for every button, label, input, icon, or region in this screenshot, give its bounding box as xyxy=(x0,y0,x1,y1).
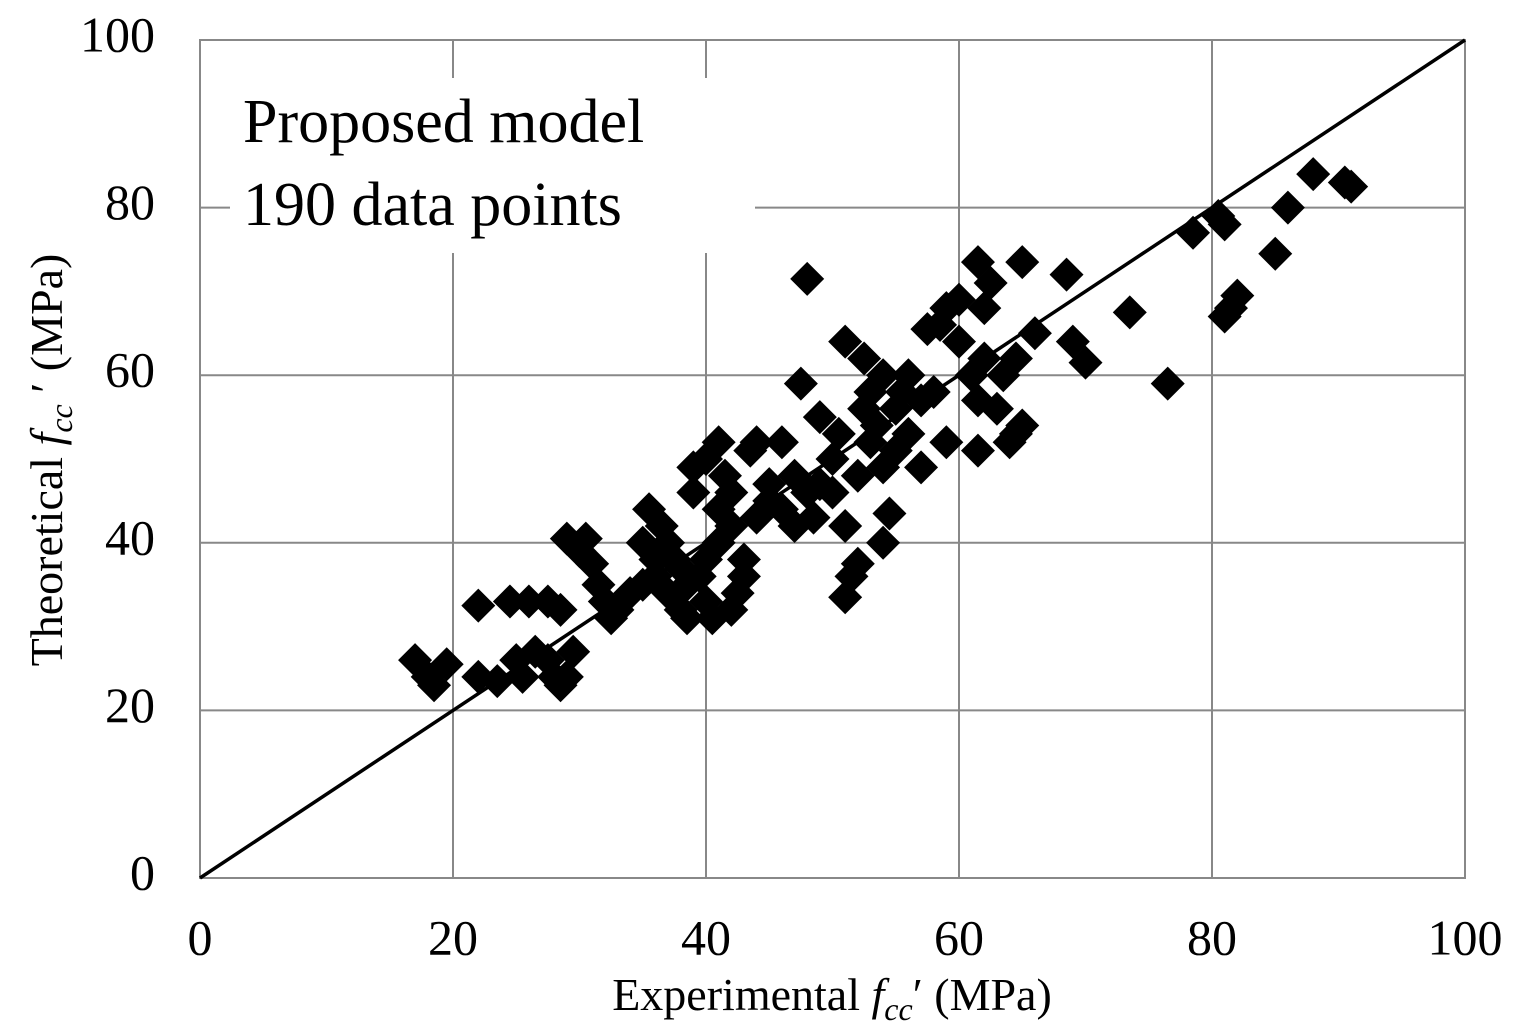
data-point xyxy=(891,416,926,451)
data-point xyxy=(739,425,774,460)
label-text: Theoretical xyxy=(21,445,72,666)
data-point xyxy=(676,475,711,510)
data-point xyxy=(1150,366,1185,401)
annotation: 190 data points xyxy=(243,171,622,239)
data-point xyxy=(1112,295,1147,330)
data-point xyxy=(1258,236,1293,271)
y-tick-label: 20 xyxy=(105,677,155,733)
data-point xyxy=(714,509,749,544)
data-point xyxy=(802,400,837,435)
data-point xyxy=(821,416,856,451)
data-point xyxy=(1334,169,1369,204)
data-point xyxy=(1049,257,1084,292)
y-tick-label: 100 xyxy=(80,6,155,62)
data-point xyxy=(866,358,901,393)
x-tick-label: 80 xyxy=(1187,909,1237,965)
data-point xyxy=(1017,316,1052,351)
data-point xyxy=(480,664,515,699)
data-point xyxy=(701,425,736,460)
data-point xyxy=(998,341,1033,376)
annotation-box xyxy=(230,78,755,253)
label-text: ′ (MPa) xyxy=(21,254,72,405)
data-point xyxy=(872,496,907,531)
x-tick-label: 0 xyxy=(188,909,213,965)
x-tick-label: 100 xyxy=(1428,909,1503,965)
data-point xyxy=(967,341,1002,376)
data-point xyxy=(1296,157,1331,192)
label-sub: cc xyxy=(884,991,912,1027)
data-point xyxy=(929,425,964,460)
data-point xyxy=(511,584,546,619)
data-point xyxy=(543,592,578,627)
data-point xyxy=(942,324,976,359)
data-point xyxy=(1005,245,1040,280)
marks xyxy=(199,38,1466,880)
data-point xyxy=(556,634,591,669)
data-point xyxy=(847,341,882,376)
x-tick-label: 40 xyxy=(681,909,731,965)
data-point xyxy=(815,475,850,510)
data-point xyxy=(828,509,863,544)
data-point xyxy=(461,588,496,623)
label-text: Experimental xyxy=(612,969,871,1020)
label-sub: cc xyxy=(43,404,79,432)
y-tick-label: 0 xyxy=(130,844,155,900)
data-point xyxy=(790,261,825,296)
y-axis-title: Theoretical fcc ′ (MPa) xyxy=(21,254,79,667)
data-point xyxy=(904,450,939,485)
annotation: Proposed model xyxy=(243,88,644,156)
data-point xyxy=(714,475,749,510)
data-point xyxy=(726,542,761,577)
data-point xyxy=(891,358,926,393)
data-point xyxy=(1176,215,1211,250)
data-point xyxy=(866,525,901,560)
data-point xyxy=(1207,207,1242,242)
data-point xyxy=(568,521,603,556)
data-point xyxy=(916,374,951,409)
data-point xyxy=(549,659,584,694)
data-point xyxy=(828,324,863,359)
data-point xyxy=(764,492,799,527)
y-tick-label: 40 xyxy=(105,509,155,565)
data-point xyxy=(632,492,667,527)
y-tick-label: 80 xyxy=(105,174,155,230)
plot-frame xyxy=(199,39,1466,879)
data-point xyxy=(1220,278,1255,313)
data-point xyxy=(783,366,818,401)
data-point xyxy=(859,408,894,443)
data-point xyxy=(429,647,464,682)
data-point xyxy=(764,425,799,460)
data-point xyxy=(840,546,875,581)
data-point xyxy=(777,509,812,544)
data-point xyxy=(1068,345,1103,380)
data-point xyxy=(815,442,850,476)
data-point xyxy=(505,659,540,694)
data-point xyxy=(1005,408,1040,443)
y-tick-label: 60 xyxy=(105,342,155,398)
data-point xyxy=(973,266,1008,301)
data-point xyxy=(670,601,705,636)
data-point xyxy=(796,500,831,535)
x-tick-label: 60 xyxy=(934,909,984,965)
data-point xyxy=(979,391,1014,426)
data-point xyxy=(1270,190,1305,225)
x-axis-title: Experimental fcc′ (MPa) xyxy=(612,969,1052,1027)
x-tick-label: 20 xyxy=(428,909,478,965)
data-point xyxy=(492,584,527,619)
label-text: ′ (MPa) xyxy=(913,969,1052,1020)
data-point xyxy=(960,433,995,468)
data-point xyxy=(967,291,1002,326)
